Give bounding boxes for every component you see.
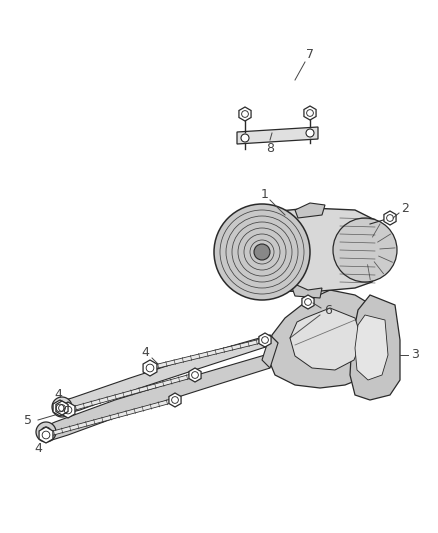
Polygon shape (40, 355, 270, 440)
Polygon shape (268, 290, 390, 388)
Polygon shape (169, 393, 181, 407)
Text: 6: 6 (324, 303, 332, 317)
Polygon shape (239, 107, 251, 121)
Text: 5: 5 (24, 414, 32, 426)
Circle shape (241, 134, 249, 142)
Polygon shape (302, 295, 314, 309)
Polygon shape (56, 401, 68, 415)
Polygon shape (350, 295, 400, 400)
Polygon shape (61, 402, 75, 418)
Text: 2: 2 (401, 201, 409, 214)
Text: 4: 4 (54, 389, 62, 401)
Circle shape (57, 402, 67, 412)
Polygon shape (60, 406, 62, 410)
Circle shape (41, 427, 51, 437)
Polygon shape (189, 368, 201, 382)
Polygon shape (295, 203, 325, 218)
Circle shape (36, 422, 56, 442)
Polygon shape (304, 106, 316, 120)
Text: 7: 7 (306, 49, 314, 61)
Text: 4: 4 (141, 345, 149, 359)
Text: 3: 3 (411, 349, 419, 361)
Polygon shape (55, 335, 278, 414)
Text: 4: 4 (34, 441, 42, 455)
Polygon shape (149, 338, 265, 370)
Polygon shape (290, 282, 322, 298)
Polygon shape (248, 208, 380, 292)
Circle shape (254, 244, 270, 260)
Text: 1: 1 (261, 189, 269, 201)
Circle shape (306, 129, 314, 137)
Text: 8: 8 (266, 141, 274, 155)
Polygon shape (53, 400, 67, 416)
Polygon shape (259, 333, 271, 347)
Circle shape (52, 397, 72, 417)
Polygon shape (237, 127, 318, 144)
Polygon shape (355, 315, 388, 380)
Polygon shape (67, 373, 195, 412)
Polygon shape (290, 308, 362, 370)
Circle shape (333, 218, 397, 282)
Polygon shape (143, 360, 157, 376)
Polygon shape (39, 427, 53, 443)
Circle shape (214, 204, 310, 300)
Polygon shape (384, 211, 396, 225)
Polygon shape (46, 398, 176, 437)
Polygon shape (262, 335, 278, 368)
